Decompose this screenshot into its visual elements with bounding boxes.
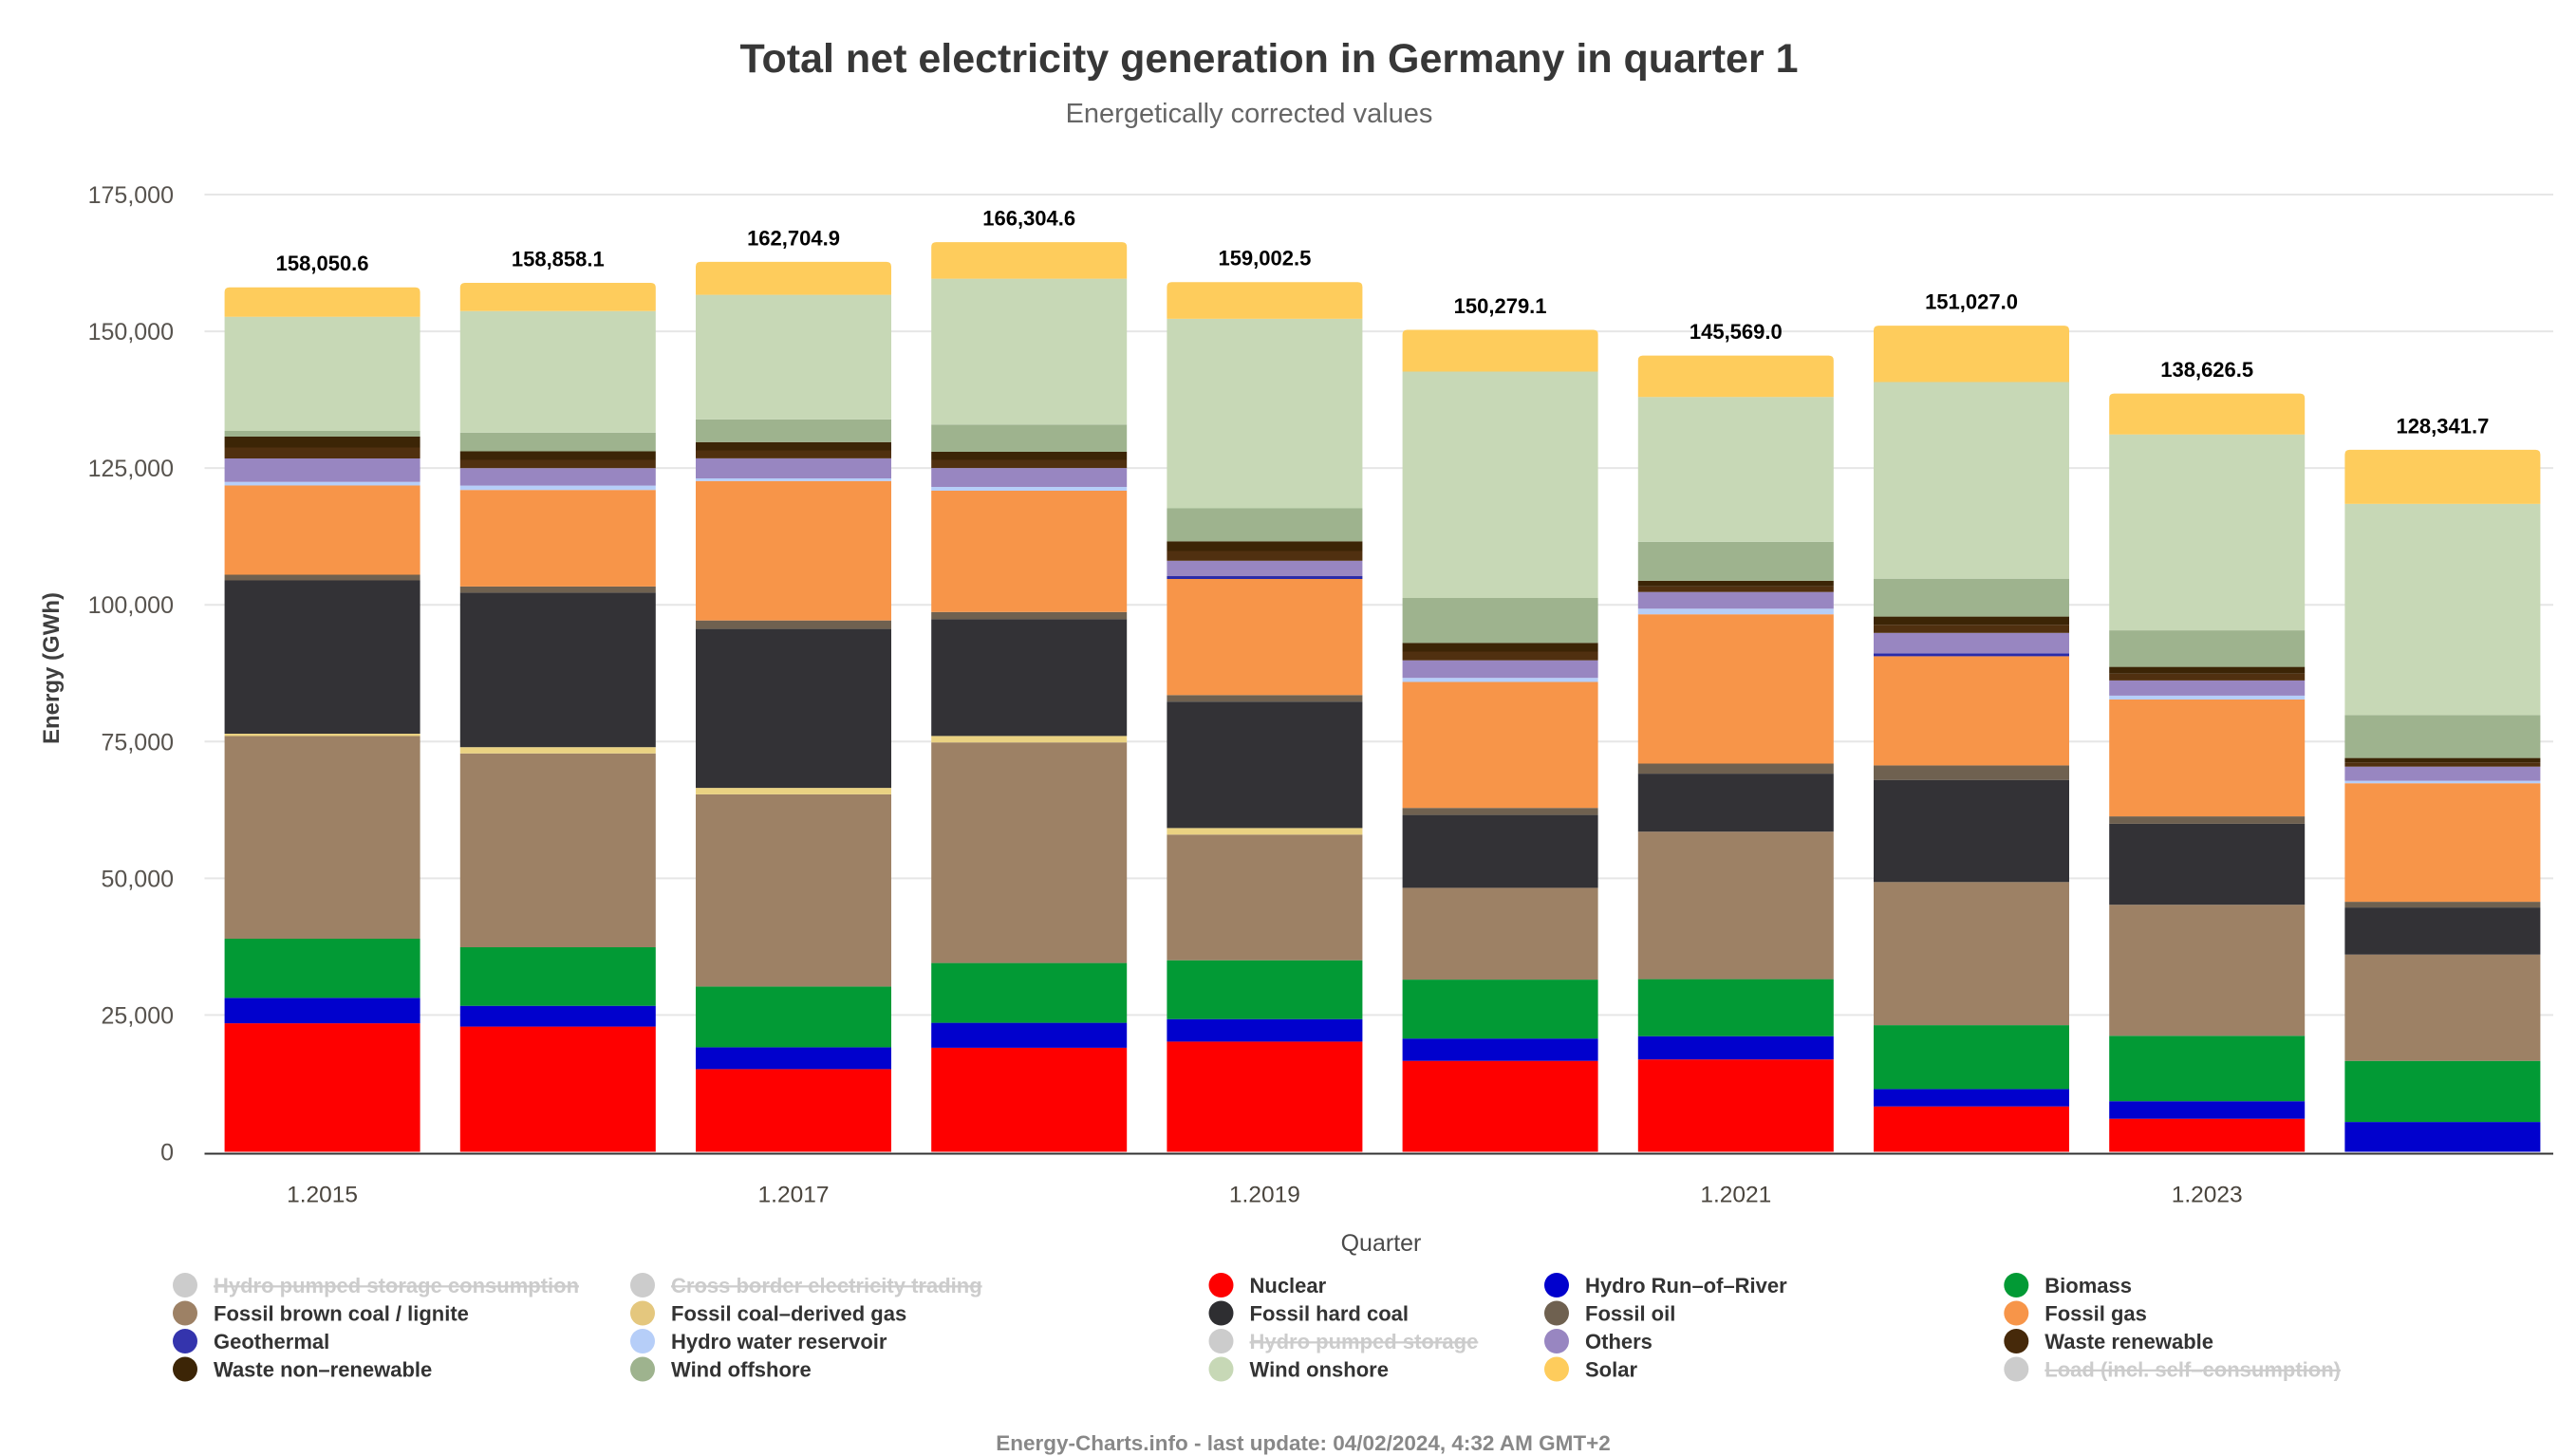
- svg-text:1.2019: 1.2019: [1229, 1183, 1300, 1208]
- svg-text:100,000: 100,000: [88, 592, 174, 619]
- svg-text:150,279.1: 150,279.1: [1454, 294, 1547, 318]
- svg-text:151,027.0: 151,027.0: [1925, 290, 2018, 314]
- svg-text:Fossil oil: Fossil oil: [1585, 1302, 1675, 1326]
- svg-text:Energy-Charts.info - last upda: Energy-Charts.info - last update: 04/02/…: [996, 1431, 1610, 1455]
- svg-text:Hydro water reservoir: Hydro water reservoir: [671, 1330, 887, 1353]
- svg-text:128,341.7: 128,341.7: [2396, 414, 2489, 438]
- svg-text:Wind offshore: Wind offshore: [671, 1358, 812, 1382]
- svg-text:Waste non–renewable: Waste non–renewable: [214, 1358, 432, 1382]
- svg-text:Hydro pumped storage consumpti: Hydro pumped storage consumption: [214, 1274, 579, 1297]
- svg-text:158,050.6: 158,050.6: [276, 252, 369, 275]
- svg-text:Quarter: Quarter: [1341, 1230, 1422, 1257]
- svg-text:Biomass: Biomass: [2045, 1274, 2132, 1297]
- svg-text:Energy (GWh): Energy (GWh): [39, 592, 65, 744]
- svg-text:Hydro Run–of–River: Hydro Run–of–River: [1585, 1274, 1787, 1297]
- svg-text:Waste renewable: Waste renewable: [2045, 1330, 2213, 1353]
- svg-text:138,626.5: 138,626.5: [2160, 358, 2253, 382]
- svg-text:162,704.9: 162,704.9: [747, 226, 840, 250]
- svg-text:1.2021: 1.2021: [1700, 1183, 1771, 1208]
- svg-text:Energetically corrected values: Energetically corrected values: [1066, 99, 1433, 129]
- svg-text:Nuclear: Nuclear: [1250, 1274, 1327, 1297]
- svg-text:159,002.5: 159,002.5: [1218, 247, 1311, 271]
- svg-text:Total net electricity generati: Total net electricity generation in Germ…: [739, 36, 1798, 82]
- svg-text:145,569.0: 145,569.0: [1690, 320, 1783, 344]
- svg-text:125,000: 125,000: [88, 456, 174, 482]
- svg-text:158,858.1: 158,858.1: [512, 248, 605, 271]
- svg-text:Cross border electricity tradi: Cross border electricity trading: [671, 1274, 982, 1297]
- svg-text:Fossil hard coal: Fossil hard coal: [1250, 1302, 1410, 1326]
- svg-text:Fossil brown coal / lignite: Fossil brown coal / lignite: [214, 1302, 469, 1326]
- svg-text:1.2017: 1.2017: [758, 1183, 830, 1208]
- svg-text:25,000: 25,000: [102, 1002, 174, 1029]
- svg-text:Solar: Solar: [1585, 1358, 1637, 1382]
- svg-text:Fossil gas: Fossil gas: [2045, 1302, 2147, 1326]
- svg-text:0: 0: [160, 1140, 174, 1167]
- svg-text:1.2023: 1.2023: [2172, 1183, 2243, 1208]
- svg-text:50,000: 50,000: [102, 866, 174, 892]
- svg-text:Others: Others: [1585, 1330, 1652, 1353]
- svg-text:Wind onshore: Wind onshore: [1250, 1358, 1389, 1382]
- svg-text:Load (incl. self–consumption): Load (incl. self–consumption): [2045, 1358, 2341, 1382]
- svg-text:150,000: 150,000: [88, 319, 174, 345]
- svg-text:166,304.6: 166,304.6: [982, 207, 1075, 231]
- svg-text:Fossil coal–derived gas: Fossil coal–derived gas: [671, 1302, 906, 1326]
- svg-text:Hydro pumped storage: Hydro pumped storage: [1250, 1330, 1479, 1353]
- svg-text:1.2015: 1.2015: [287, 1183, 358, 1208]
- svg-text:Geothermal: Geothermal: [214, 1330, 329, 1353]
- svg-text:175,000: 175,000: [88, 182, 174, 209]
- svg-text:75,000: 75,000: [102, 729, 174, 756]
